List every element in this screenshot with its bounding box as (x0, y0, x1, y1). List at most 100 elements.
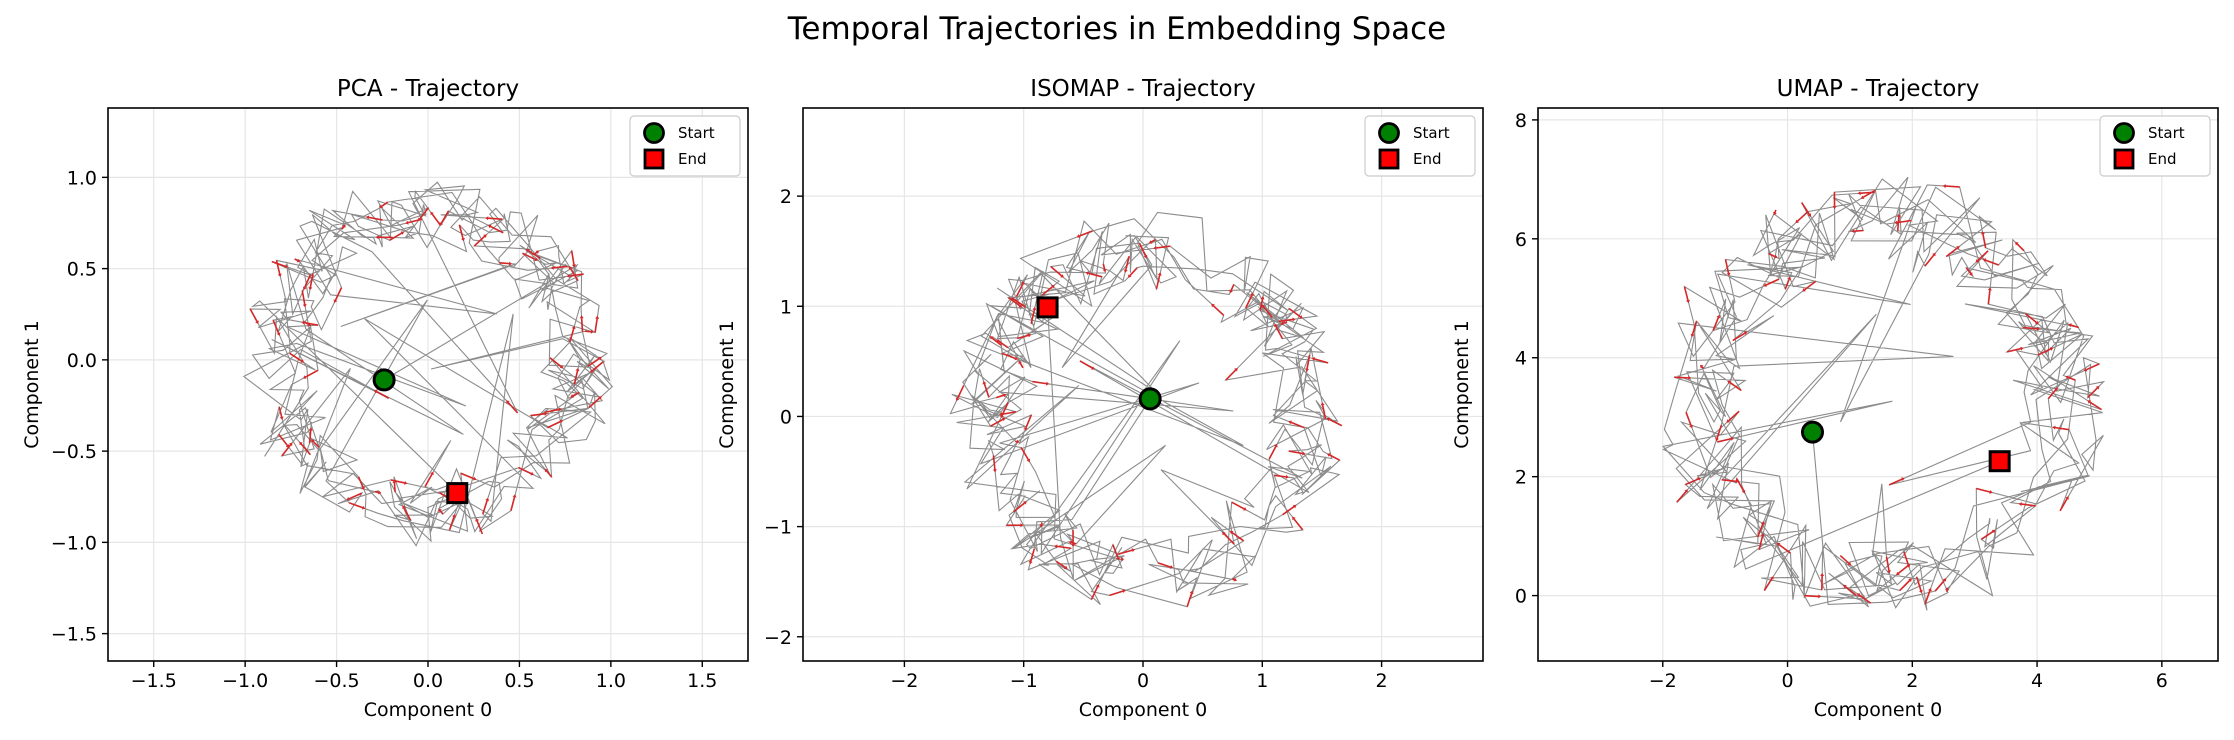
isomap-direction-arrowhead-225 (1014, 356, 1018, 361)
umap-direction-arrow-315 (2087, 387, 2098, 399)
isomap-direction-arrow-207 (1288, 307, 1301, 318)
umap-direction-arrowhead-63 (1716, 314, 1721, 319)
isomap-direction-arrow-369 (1274, 474, 1287, 478)
umap-plot-area (1662, 176, 2106, 611)
umap-direction-arrowhead-291 (1730, 436, 1735, 441)
isomap-direction-arrowhead-63 (1143, 254, 1148, 259)
umap-direction-arrow-45 (1797, 210, 1809, 222)
umap-direction-arrow-255 (2055, 426, 2070, 431)
umap-direction-arrowhead-393 (2035, 320, 2039, 325)
isomap-direction-arrow-111 (1223, 533, 1235, 545)
isomap-direction-arrow-87 (990, 418, 1004, 427)
pca-direction-arrowhead-375 (512, 494, 517, 498)
isomap-direction-arrow-321 (1079, 230, 1093, 237)
umap-direction-arrow-195 (1683, 286, 1689, 301)
pca-direction-arrow-249 (587, 357, 600, 367)
pca-direction-arrowhead-87 (544, 411, 548, 416)
umap-direction-arrow-405 (1896, 216, 1900, 231)
umap-legend: Start End (2099, 115, 2211, 177)
isomap-direction-arrowhead-171 (1020, 523, 1024, 528)
umap-xtick-label-3: 4 (2031, 670, 2043, 692)
isomap-direction-arrow-417 (1055, 560, 1066, 569)
pca-direction-arrow-45 (278, 433, 288, 446)
pca-direction-arrow-99 (545, 408, 560, 414)
umap-direction-arrowhead-75 (1741, 489, 1746, 494)
pca-direction-arrow-411 (488, 217, 503, 221)
isomap-xtick-label-4: 2 (1376, 670, 1388, 692)
umap-direction-arrowhead-381 (1989, 490, 1993, 494)
umap-direction-arrowhead-417 (1699, 364, 1704, 369)
umap-ytick-label-0: 0 (1515, 586, 1527, 608)
isomap-legend-end-label: End (1413, 150, 1442, 168)
pca-direction-arrow-129 (389, 232, 402, 242)
pca-direction-arrowhead-225 (430, 471, 434, 476)
pca-direction-arrowhead-309 (590, 369, 594, 373)
umap-xtick-label-4: 6 (2156, 670, 2168, 692)
pca-direction-arrowhead-243 (575, 367, 580, 372)
umap-direction-arrowhead-267 (1987, 287, 1992, 291)
umap-direction-arrow-411 (1784, 278, 1790, 290)
umap-direction-arrow-87 (1899, 579, 1911, 592)
isomap-direction-arrowhead-375 (1288, 420, 1292, 425)
isomap-xtick-label-3: 1 (1256, 670, 1268, 692)
isomap-direction-arrow-255 (983, 383, 990, 398)
pca-direction-arrow-237 (549, 357, 562, 368)
pca-direction-arrow-267 (301, 290, 306, 305)
isomap-ytick-label-0: −2 (764, 627, 792, 649)
isomap-direction-arrowhead-417 (1063, 565, 1068, 570)
pca-direction-arrow-309 (591, 361, 604, 372)
isomap-direction-arrow-9 (1186, 593, 1193, 607)
umap-direction-arrowhead-375 (1856, 593, 1861, 597)
isomap-direction-arrow-375 (1290, 421, 1305, 429)
isomap-direction-arrowhead-351 (1023, 501, 1027, 505)
isomap-direction-arrow-129 (1245, 294, 1253, 309)
pca-direction-arrowhead-39 (255, 320, 259, 324)
umap-direction-arrow-243 (1839, 554, 1850, 565)
umap-start-marker (1800, 420, 1824, 444)
isomap-direction-arrowhead-237 (1027, 333, 1032, 338)
pca-direction-arrow-63 (403, 507, 412, 521)
umap-direction-arrow-177 (2067, 376, 2076, 381)
pca-xtick-label-4: 0.5 (504, 670, 534, 692)
pca-direction-arrowhead-117 (483, 234, 487, 238)
isomap-direction-arrowhead-213 (1211, 303, 1215, 308)
pca-end-marker (446, 482, 469, 505)
pca-panel: −1.5 −1.0 −0.5 0.0 0.5 1.0 1.5 −1.5 −1.0 −0.5 0.0 0… (21, 76, 749, 721)
umap-direction-arrowhead-411 (1787, 276, 1791, 280)
isomap-legend-end-marker (1378, 148, 1400, 170)
pca-direction-arrow-189 (584, 330, 591, 333)
umap-direction-arrow-363 (1716, 424, 1723, 439)
umap-direction-arrow-123 (1854, 229, 1864, 232)
isomap-direction-arrowhead-111 (1222, 531, 1226, 536)
isomap-direction-arrowhead-357 (1095, 584, 1100, 588)
pca-xtick-label-6: 1.5 (687, 670, 717, 692)
pca-direction-arrow-339 (368, 216, 383, 221)
umap-direction-arrow-183 (1985, 259, 1999, 266)
isomap-direction-arrow-393 (1129, 267, 1138, 277)
pca-direction-arrow-351 (272, 319, 280, 334)
umap-direction-arrowhead-231 (1820, 572, 1825, 577)
isomap-direction-arrow-39 (1282, 321, 1288, 325)
umap-direction-arrow-135 (1765, 278, 1780, 286)
isomap-direction-arrowhead-297 (1091, 366, 1095, 370)
isomap-direction-arrowhead-201 (1274, 323, 1278, 328)
pca-direction-arrow-165 (300, 443, 311, 456)
pca-direction-arrowhead-99 (558, 407, 562, 412)
umap-direction-arrow-105 (2089, 401, 2103, 411)
umap-direction-arrowhead-3 (1942, 578, 1947, 582)
isomap-direction-arrow-261 (992, 455, 996, 470)
isomap-direction-arrow-345 (1020, 447, 1029, 461)
pca-direction-arrowhead-111 (508, 261, 513, 266)
pca-xtick-label-3: 0.0 (413, 670, 443, 692)
pca-direction-arrow-285 (374, 490, 379, 494)
umap-xlabel: Component 0 (1814, 699, 1942, 721)
umap-ytick-label-2: 4 (1515, 348, 1527, 370)
isomap-direction-arrowhead-99 (1120, 557, 1125, 561)
isomap-xlabel: Component 0 (1079, 699, 1207, 721)
pca-direction-arrow-3 (569, 273, 584, 277)
isomap-direction-arrow-291 (1231, 501, 1245, 510)
pca-direction-arrow-327 (431, 213, 442, 226)
isomap-direction-arrow-297 (1079, 360, 1093, 369)
umap-direction-arrow-15 (2086, 363, 2100, 371)
